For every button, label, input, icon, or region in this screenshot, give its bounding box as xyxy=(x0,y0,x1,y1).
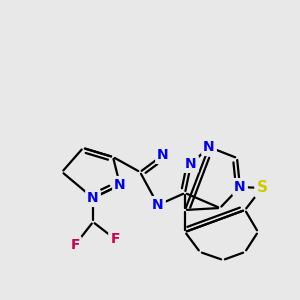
Text: F: F xyxy=(70,238,80,252)
Text: N: N xyxy=(87,191,99,205)
Text: N: N xyxy=(152,198,164,212)
Text: N: N xyxy=(234,180,246,194)
Text: F: F xyxy=(110,232,120,246)
Text: S: S xyxy=(256,181,268,196)
Text: N: N xyxy=(185,157,197,171)
Text: N: N xyxy=(157,148,169,162)
Text: N: N xyxy=(114,178,126,192)
Text: N: N xyxy=(203,140,215,154)
